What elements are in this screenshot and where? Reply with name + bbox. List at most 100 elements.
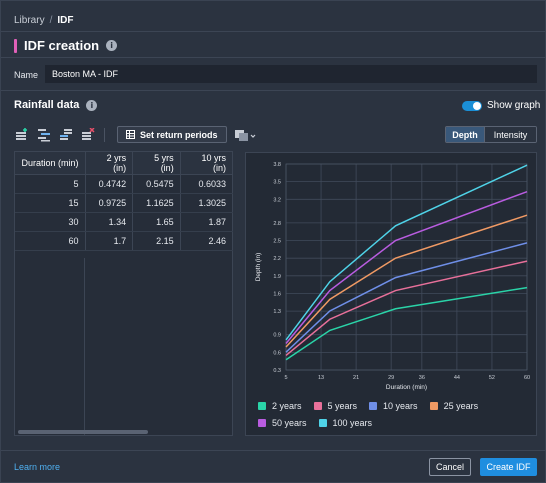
breadcrumb: Library / IDF (14, 15, 73, 26)
copy-rows-icon[interactable] (58, 127, 74, 143)
insert-row-icon[interactable] (36, 127, 52, 143)
x-axis-label: Duration (min) (386, 384, 427, 391)
table-cell[interactable]: 2.46 (180, 231, 234, 251)
header-divider (1, 31, 546, 32)
table-cell[interactable]: 0.9725 (85, 193, 134, 213)
table-cell[interactable]: 30 (15, 212, 86, 232)
y-tick-label: 2.2 (273, 256, 281, 262)
legend-swatch (429, 401, 438, 410)
footer-divider (1, 450, 546, 451)
depth-tab[interactable]: Depth (446, 127, 485, 142)
rainfall-table: Duration (min) 2 yrs (in) 5 yrs (in) 10 … (15, 152, 234, 251)
name-label: Name (14, 70, 39, 80)
series-line-10-years (285, 242, 528, 353)
column-header[interactable]: 2 yrs (in) (85, 152, 134, 175)
x-tick-label: 52 (489, 375, 495, 381)
table-cell[interactable]: 5 (15, 174, 86, 194)
title-row: IDF creation i (14, 38, 118, 53)
create-idf-button[interactable]: Create IDF (480, 458, 537, 476)
y-tick-label: 2.5 (273, 239, 281, 245)
series-line-2-years (285, 286, 528, 361)
table-header-row: Duration (min) 2 yrs (in) 5 yrs (in) 10 … (15, 152, 234, 175)
learn-more-link[interactable]: Learn more (14, 462, 61, 472)
breadcrumb-separator: / (49, 15, 53, 26)
table-column-divider (84, 258, 85, 436)
table-cell[interactable]: 0.4742 (85, 174, 134, 194)
set-return-periods-button[interactable]: Set return periods (117, 126, 227, 143)
table-cell[interactable]: 2.15 (132, 231, 181, 251)
page-title: IDF creation (24, 38, 100, 53)
table-cell[interactable]: 1.34 (85, 212, 134, 232)
x-tick-label: 5 (284, 375, 287, 381)
y-tick-label: 1.3 (273, 309, 281, 315)
table-cell[interactable]: 1.87 (180, 212, 234, 232)
table-cell[interactable]: 0.6033 (180, 174, 234, 194)
info-icon[interactable]: i (86, 99, 98, 111)
y-tick-label: 2.8 (273, 221, 281, 227)
legend-label: 5 years (327, 400, 358, 411)
table-row: 60 1.7 2.15 2.46 (15, 231, 234, 251)
y-tick-label: 3.2 (273, 197, 281, 203)
show-graph-toggle[interactable] (462, 100, 482, 111)
legend-item[interactable]: 100 years (318, 417, 372, 428)
legend-label: 10 years (383, 400, 418, 411)
legend-label: 2 years (272, 400, 302, 411)
column-header[interactable]: Duration (min) (15, 152, 86, 175)
legend-item[interactable]: 2 years (258, 400, 302, 411)
cancel-button[interactable]: Cancel (429, 458, 471, 476)
rainfall-title-text: Rainfall data (14, 99, 80, 111)
info-icon[interactable]: i (106, 40, 118, 51)
legend-swatch (258, 401, 266, 410)
table-cell[interactable]: 0.5475 (132, 174, 181, 194)
x-tick-label: 36 (419, 375, 425, 381)
intensity-tab[interactable]: Intensity (485, 127, 536, 142)
y-tick-label: 0.6 (273, 350, 281, 356)
series-line-25-years (285, 214, 528, 348)
grid-icon (126, 130, 135, 139)
table-toolbar: Set return periods (14, 126, 257, 143)
table-horizontal-scrollbar[interactable] (18, 430, 148, 434)
name-divider (1, 90, 546, 91)
show-graph-label: Show graph (487, 100, 541, 111)
column-header[interactable]: 5 yrs (in) (132, 152, 181, 175)
legend-item[interactable]: 50 years (258, 417, 307, 428)
x-tick-label: 13 (318, 375, 324, 381)
chart-legend: 2 years 5 years 10 years 25 years 50 years 10… (258, 400, 533, 428)
series-line-5-years (285, 260, 528, 357)
legend-swatch (313, 401, 322, 410)
breadcrumb-library-link[interactable]: Library (14, 15, 45, 26)
show-graph-toggle-group: Show graph (462, 100, 540, 111)
legend-item[interactable]: 5 years (313, 400, 358, 411)
idf-chart-panel: 0.3 0.6 0.9 1.3 1.6 1.9 2.2 2.5 2.8 3.2 3.5 3.8 5 13 2… (245, 152, 537, 436)
table-cell[interactable]: 1.3025 (180, 193, 234, 213)
set-return-periods-label: Set return periods (140, 129, 218, 140)
series-line-50-years (285, 190, 528, 344)
legend-item[interactable]: 25 years (429, 400, 479, 411)
y-tick-label: 3.8 (273, 162, 281, 168)
export-icon[interactable] (233, 127, 257, 143)
table-cell[interactable]: 15 (15, 193, 86, 213)
legend-swatch (318, 418, 327, 427)
column-header[interactable]: 10 yrs (in) (180, 152, 234, 175)
x-tick-label: 21 (353, 375, 359, 381)
rainfall-section-title: Rainfall data i (14, 99, 98, 111)
name-input[interactable] (45, 65, 537, 83)
toolbar-separator (104, 127, 105, 142)
add-row-icon[interactable] (14, 127, 30, 143)
y-tick-label: 1.6 (273, 291, 281, 297)
table-cell[interactable]: 1.7 (85, 231, 134, 251)
table-row: 30 1.34 1.65 1.87 (15, 212, 234, 232)
legend-item[interactable]: 10 years (369, 400, 418, 411)
legend-swatch (369, 401, 378, 410)
delete-rows-icon[interactable] (80, 127, 96, 143)
y-axis-label: Depth (in) (255, 253, 262, 282)
table-cell[interactable]: 60 (15, 231, 86, 251)
x-tick-label: 44 (454, 375, 460, 381)
table-cell[interactable]: 1.1625 (132, 193, 181, 213)
title-divider (1, 57, 546, 58)
legend-label: 25 years (443, 400, 479, 411)
table-cell[interactable]: 1.65 (132, 212, 181, 232)
title-accent-bar (14, 38, 17, 53)
legend-swatch (258, 418, 266, 427)
